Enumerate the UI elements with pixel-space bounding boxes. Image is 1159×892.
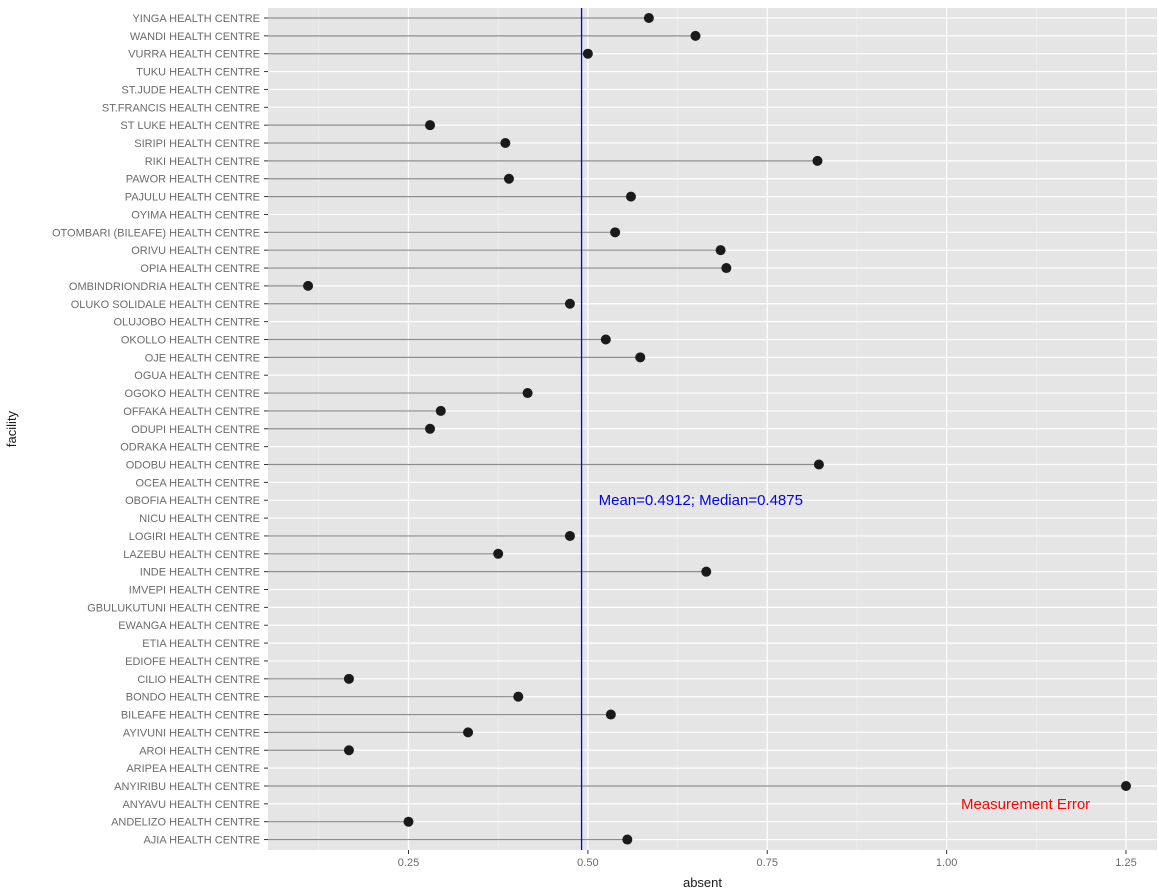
y-tick-label: OBOFIA HEALTH CENTRE xyxy=(125,495,260,507)
lollipop-point xyxy=(582,48,593,59)
y-tick-label: ST LUKE HEALTH CENTRE xyxy=(120,120,260,132)
lollipop-point xyxy=(435,405,446,416)
lollipop-point xyxy=(463,727,474,738)
y-tick-label: CILIO HEALTH CENTRE xyxy=(137,674,260,686)
y-tick-label: ANYIRIBU HEALTH CENTRE xyxy=(114,781,260,793)
lollipop-point xyxy=(564,298,575,309)
x-axis-title: absent xyxy=(683,875,722,890)
y-tick-label: ARIPEA HEALTH CENTRE xyxy=(126,763,260,775)
y-tick-label: LAZEBU HEALTH CENTRE xyxy=(123,549,260,561)
y-axis-title: facility xyxy=(4,410,19,447)
y-tick-label: OGOKO HEALTH CENTRE xyxy=(125,388,260,400)
x-tick-label: 0.25 xyxy=(398,857,419,869)
y-tick-label: NICU HEALTH CENTRE xyxy=(139,513,260,525)
y-tick-label: AROI HEALTH CENTRE xyxy=(139,745,260,757)
lollipop-point xyxy=(622,834,633,845)
annotation-label: Mean=0.4912; Median=0.4875 xyxy=(599,492,803,509)
y-tick-label: OYIMA HEALTH CENTRE xyxy=(131,209,260,221)
annotation-label: Measurement Error xyxy=(961,796,1090,813)
y-tick-label: AYIVUNI HEALTH CENTRE xyxy=(123,727,260,739)
lollipop-point xyxy=(715,245,726,256)
y-tick-label: LOGIRI HEALTH CENTRE xyxy=(129,531,260,543)
y-tick-label: RIKI HEALTH CENTRE xyxy=(145,156,260,168)
y-tick-label: ODUPI HEALTH CENTRE xyxy=(131,424,260,436)
lollipop-point xyxy=(812,155,823,166)
y-tick-label: OMBINDRIONDRIA HEALTH CENTRE xyxy=(69,281,260,293)
y-tick-label: ST.FRANCIS HEALTH CENTRE xyxy=(102,102,260,114)
lollipop-point xyxy=(503,173,514,184)
x-tick-label: 1.25 xyxy=(1115,857,1136,869)
lollipop-point xyxy=(600,334,611,345)
lollipop-point xyxy=(500,138,511,149)
lollipop-stems xyxy=(268,17,1126,841)
x-axis: 0.25 0.50 0.75 1.00 1.25 xyxy=(398,850,1137,869)
y-tick-label: EWANGA HEALTH CENTRE xyxy=(118,620,260,632)
y-tick-label: IMVEPI HEALTH CENTRE xyxy=(129,585,260,597)
lollipop-point xyxy=(425,423,436,434)
x-tick-label: 1.00 xyxy=(936,857,957,869)
y-tick-label: OLUKO SOLIDALE HEALTH CENTRE xyxy=(71,299,260,311)
lollipop-point xyxy=(643,13,654,23)
lollipop-point xyxy=(690,30,701,41)
y-tick-label: ETIA HEALTH CENTRE xyxy=(142,638,260,650)
y-tick-label: ORIVU HEALTH CENTRE xyxy=(131,245,260,257)
lollipop-point xyxy=(522,388,533,399)
y-tick-label: OTOMBARI (BILEAFE) HEALTH CENTRE xyxy=(52,227,260,239)
x-tick-label: 0.75 xyxy=(757,857,778,869)
lollipop-point xyxy=(303,280,314,291)
y-tick-label: ANYAVU HEALTH CENTRE xyxy=(122,799,260,811)
y-tick-label: ANDELIZO HEALTH CENTRE xyxy=(111,817,260,829)
y-tick-label: GBULUKUTUNI HEALTH CENTRE xyxy=(87,602,260,614)
lollipop-point xyxy=(564,530,575,541)
lollipop-point xyxy=(513,691,524,702)
lollipop-point xyxy=(625,191,636,202)
y-tick-label: AJIA HEALTH CENTRE xyxy=(143,835,260,847)
y-tick-label: ST.JUDE HEALTH CENTRE xyxy=(121,84,260,96)
y-tick-label: BILEAFE HEALTH CENTRE xyxy=(121,710,260,722)
y-tick-label: YINGA HEALTH CENTRE xyxy=(132,13,260,25)
major-gridlines xyxy=(268,8,1157,850)
lollipop-point xyxy=(813,459,824,470)
lollipop-point xyxy=(343,673,354,684)
y-tick-label: TUKU HEALTH CENTRE xyxy=(136,67,260,79)
y-tick-label: EDIOFE HEALTH CENTRE xyxy=(125,656,260,668)
y-tick-label: WANDI HEALTH CENTRE xyxy=(130,31,260,43)
lollipop-point xyxy=(721,263,732,274)
y-tick-label: VURRA HEALTH CENTRE xyxy=(128,49,260,61)
y-tick-label: OJE HEALTH CENTRE xyxy=(145,352,260,364)
lollipop-point xyxy=(425,120,436,131)
annotations: Mean=0.4912; Median=0.4875 Measurement Er… xyxy=(599,492,1091,813)
lollipop-point xyxy=(701,566,712,577)
lollipop-point xyxy=(343,745,354,756)
y-tick-label: INDE HEALTH CENTRE xyxy=(140,567,260,579)
y-tick-label: OLUJOBO HEALTH CENTRE xyxy=(114,317,261,329)
lollipop-point xyxy=(635,352,646,363)
lollipop-points xyxy=(303,13,1131,845)
y-tick-label: OFFAKA HEALTH CENTRE xyxy=(123,406,260,418)
y-tick-label: PAWOR HEALTH CENTRE xyxy=(126,174,260,186)
lollipop-point xyxy=(403,816,414,827)
lollipop-point xyxy=(610,227,621,238)
lollipop-point xyxy=(493,548,504,559)
lollipop-point xyxy=(1121,780,1131,791)
y-tick-label: ODRAKA HEALTH CENTRE xyxy=(120,442,260,454)
y-tick-label: OGUA HEALTH CENTRE xyxy=(134,370,260,382)
y-tick-label: OPIA HEALTH CENTRE xyxy=(140,263,260,275)
y-tick-label: SIRIPI HEALTH CENTRE xyxy=(134,138,260,150)
y-tick-label: BONDO HEALTH CENTRE xyxy=(126,692,260,704)
y-axis: YINGA HEALTH CENTRE WANDI HEALTH CENTRE VU… xyxy=(52,13,268,847)
y-tick-label: OKOLLO HEALTH CENTRE xyxy=(121,334,260,346)
y-tick-label: PAJULU HEALTH CENTRE xyxy=(125,192,260,204)
lollipop-point xyxy=(605,709,616,720)
y-tick-label: OCEA HEALTH CENTRE xyxy=(136,477,261,489)
y-tick-label: ODOBU HEALTH CENTRE xyxy=(126,460,260,472)
x-tick-label: 0.50 xyxy=(577,857,598,869)
